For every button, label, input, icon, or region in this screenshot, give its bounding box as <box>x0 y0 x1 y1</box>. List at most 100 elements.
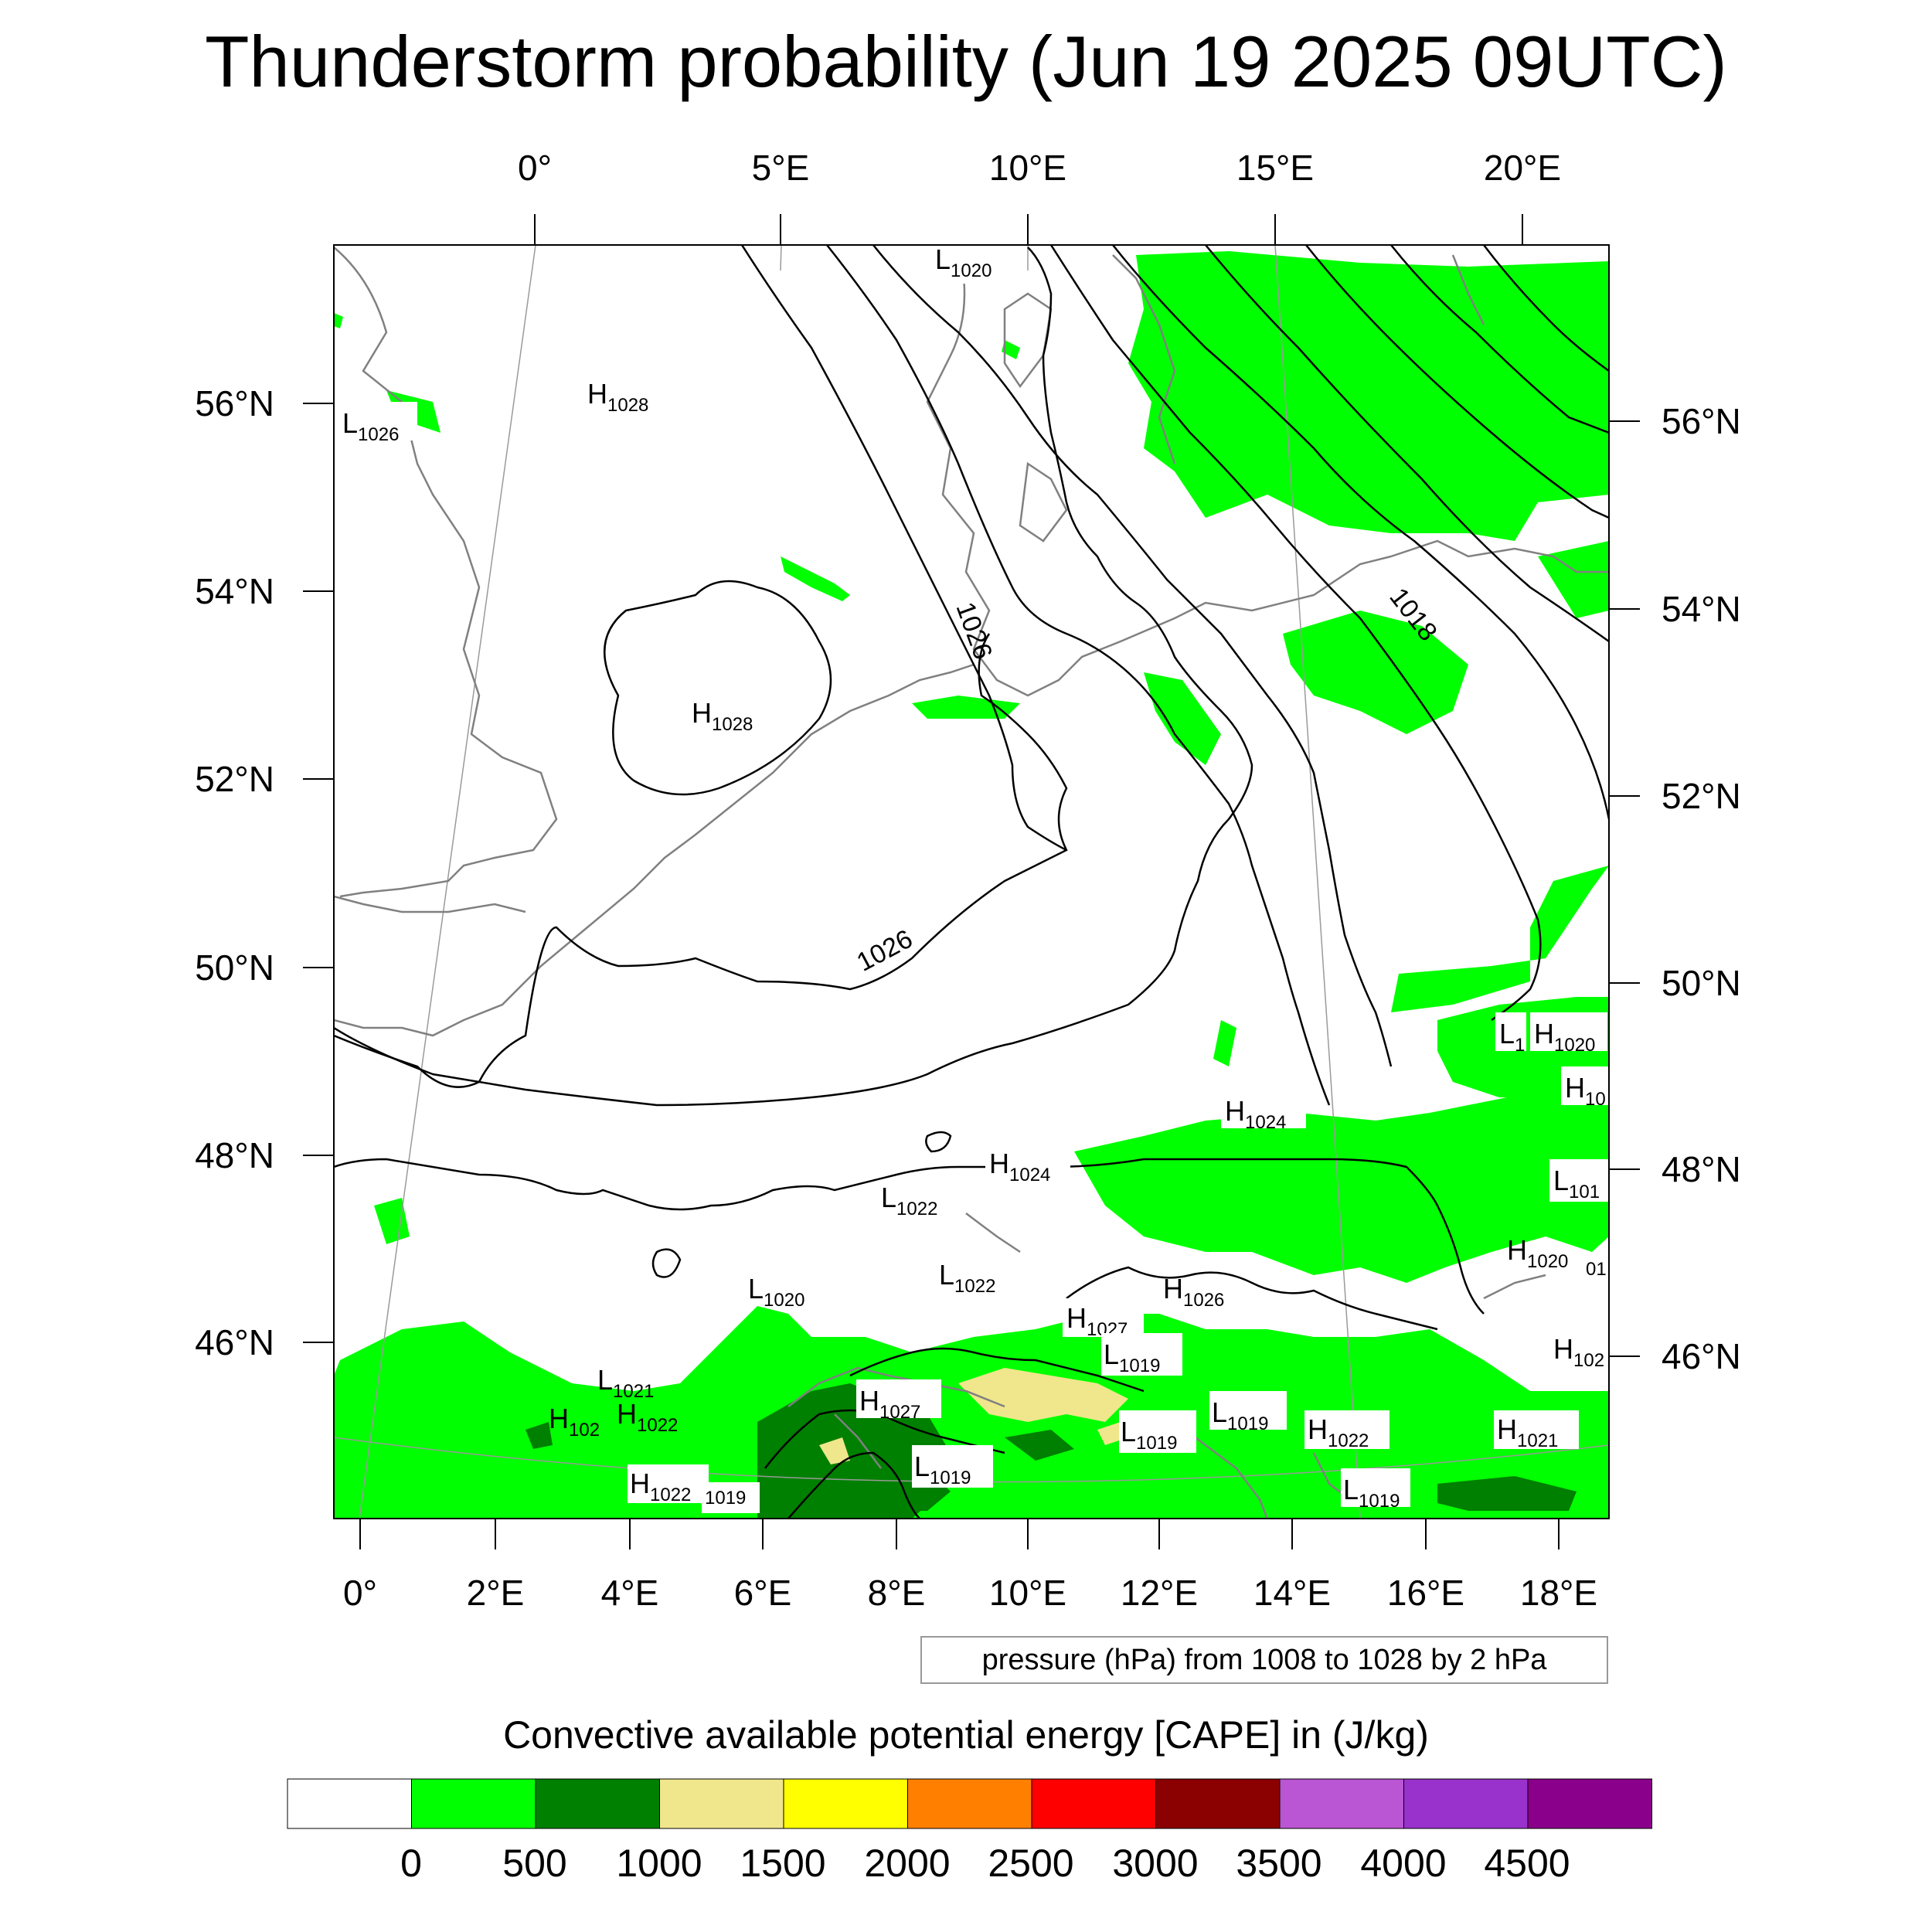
bottom-axis <box>359 1519 1560 1549</box>
pressure-center: H1022 <box>617 1398 678 1436</box>
cape-area-small-5 <box>334 313 343 328</box>
left-lat-label: 52°N <box>195 759 274 799</box>
isobar-ring-h1028 <box>604 580 832 796</box>
svg-text:H1022: H1022 <box>617 1398 678 1436</box>
svg-text:H1026: H1026 <box>1163 1273 1224 1311</box>
cape-area-small-2 <box>1213 1020 1236 1066</box>
pressure-center: H1027 <box>856 1379 941 1423</box>
pressure-center: H10 <box>1561 1066 1609 1110</box>
bottom-lon-label: 18°E <box>1520 1573 1597 1613</box>
pressure-center: H102 <box>1549 1329 1609 1371</box>
colorbar-tick-label: 2500 <box>988 1842 1073 1885</box>
isobar-1026-main <box>334 633 1068 1088</box>
isobar-1026-lower <box>334 247 1253 1107</box>
colorbar-swatch <box>659 1778 784 1829</box>
right-axis-labels: 56°N 54°N 52°N 50°N 48°N 46°N <box>1662 401 1741 1376</box>
bottom-lon-label: 4°E <box>601 1573 659 1613</box>
pressure-center: H1024 <box>1221 1090 1306 1133</box>
cape-area-small-3 <box>912 696 1020 719</box>
pressure-center: H1022 <box>628 1464 709 1505</box>
pressure-center: L1 <box>1495 1012 1526 1056</box>
svg-text:L1020: L1020 <box>935 243 992 281</box>
svg-text:H102: H102 <box>549 1403 600 1440</box>
cape-area-dark-small-2 <box>526 1422 553 1449</box>
right-lat-label: 46°N <box>1662 1336 1741 1376</box>
left-lat-label: 46°N <box>195 1322 274 1362</box>
pressure-center: L1026 <box>340 402 417 445</box>
cape-area-baltic <box>1128 251 1609 541</box>
right-lat-label: 50°N <box>1662 963 1741 1003</box>
pressure-center: H1028 <box>692 697 753 735</box>
svg-text:H1020: H1020 <box>1534 1018 1595 1056</box>
isobar-1012 <box>1305 245 1609 519</box>
svg-text:H102: H102 <box>1553 1333 1604 1371</box>
pressure-center: H1026 <box>1163 1273 1224 1311</box>
svg-text:L1019: L1019 <box>1104 1338 1160 1376</box>
cape-area-high-1 <box>958 1368 1128 1422</box>
colorbar-swatch <box>411 1778 536 1829</box>
isobar-1020 <box>872 245 1393 1067</box>
colorbar-tick-label: 2000 <box>864 1842 950 1885</box>
colorbar-swatch <box>1403 1778 1529 1829</box>
pressure-center: L1020 <box>931 243 1016 284</box>
svg-text:H1028: H1028 <box>692 697 753 735</box>
cape-area-high-2 <box>819 1437 850 1464</box>
colorbar-tick-label: 4000 <box>1360 1842 1446 1885</box>
bottom-lon-label: 14°E <box>1253 1573 1331 1613</box>
top-lon-label: 10°E <box>989 148 1066 188</box>
left-lat-label: 56°N <box>195 383 274 423</box>
left-lat-label: 50°N <box>195 947 274 988</box>
colorbar-swatch <box>783 1778 908 1829</box>
svg-text:L101: L101 <box>1553 1165 1600 1202</box>
colorbar-tick-label: 0 <box>400 1842 422 1885</box>
isobar-alps-wiggle-1 <box>1066 1266 1438 1331</box>
svg-text:L1019: L1019 <box>1343 1474 1400 1512</box>
bottom-lon-label: 16°E <box>1387 1573 1464 1613</box>
isobar-1024 <box>334 1158 1485 1315</box>
top-axis-labels: 0° 5°E 10°E 15°E 20°E <box>518 148 1561 188</box>
bottom-lon-label: 0° <box>343 1573 377 1613</box>
bottom-lon-label: 6°E <box>734 1573 792 1613</box>
isobar-1016 <box>1112 245 1609 820</box>
cape-area-alps-band <box>1074 1066 1609 1283</box>
cape-area-west-blob <box>348 1329 479 1414</box>
bottom-lon-label: 2°E <box>467 1573 525 1613</box>
colorbar-swatch <box>1155 1778 1281 1829</box>
cape-area-dark-east <box>1437 1476 1577 1511</box>
pressure-center: L1019 <box>1101 1333 1182 1376</box>
isobar-west-small <box>651 1248 682 1278</box>
colorbar-tick-label: 3000 <box>1112 1842 1198 1885</box>
colorbar-tick-label: 1000 <box>616 1842 702 1885</box>
pressure-center: L1020 <box>746 1267 827 1311</box>
svg-text:L1026: L1026 <box>342 407 399 445</box>
pressure-center: L1021 <box>597 1364 654 1402</box>
pressure-center: H1024 <box>985 1144 1070 1185</box>
isobar-alps-wiggle-2 <box>849 1347 1145 1393</box>
svg-text:H1028: H1028 <box>587 378 648 416</box>
pressure-center: L101 <box>1549 1159 1609 1202</box>
pressure-center: H1020 <box>1530 1012 1607 1056</box>
svg-text:H1022: H1022 <box>630 1468 691 1505</box>
right-lat-label: 52°N <box>1662 776 1741 816</box>
pressure-center: L1019 <box>1341 1468 1410 1512</box>
colorbar-swatch <box>1031 1778 1156 1829</box>
isobars <box>334 245 1609 1519</box>
cape-area-east <box>1538 541 1609 618</box>
cape-area-germany-east <box>1144 672 1221 765</box>
colorbar-swatch <box>287 1778 412 1829</box>
colorbar-swatch <box>1279 1778 1404 1829</box>
colorbar-tick-label: 1500 <box>740 1842 825 1885</box>
colorbar-swatch <box>907 1778 1032 1829</box>
right-lat-label: 56°N <box>1662 401 1741 441</box>
top-lon-label: 15°E <box>1236 148 1314 188</box>
cape-area-dark-small-1 <box>1005 1430 1074 1461</box>
bottom-lon-label: 12°E <box>1121 1573 1198 1613</box>
pressure-center: L1022 <box>939 1259 995 1297</box>
svg-text:H1024: H1024 <box>989 1148 1050 1185</box>
cape-area-small-1 <box>374 1198 410 1244</box>
svg-text:H1022: H1022 <box>1308 1413 1369 1451</box>
pressure-center: L1019 <box>1209 1391 1287 1434</box>
stray-label: 01 <box>1586 1259 1607 1280</box>
colorbar-swatch <box>1527 1778 1652 1829</box>
